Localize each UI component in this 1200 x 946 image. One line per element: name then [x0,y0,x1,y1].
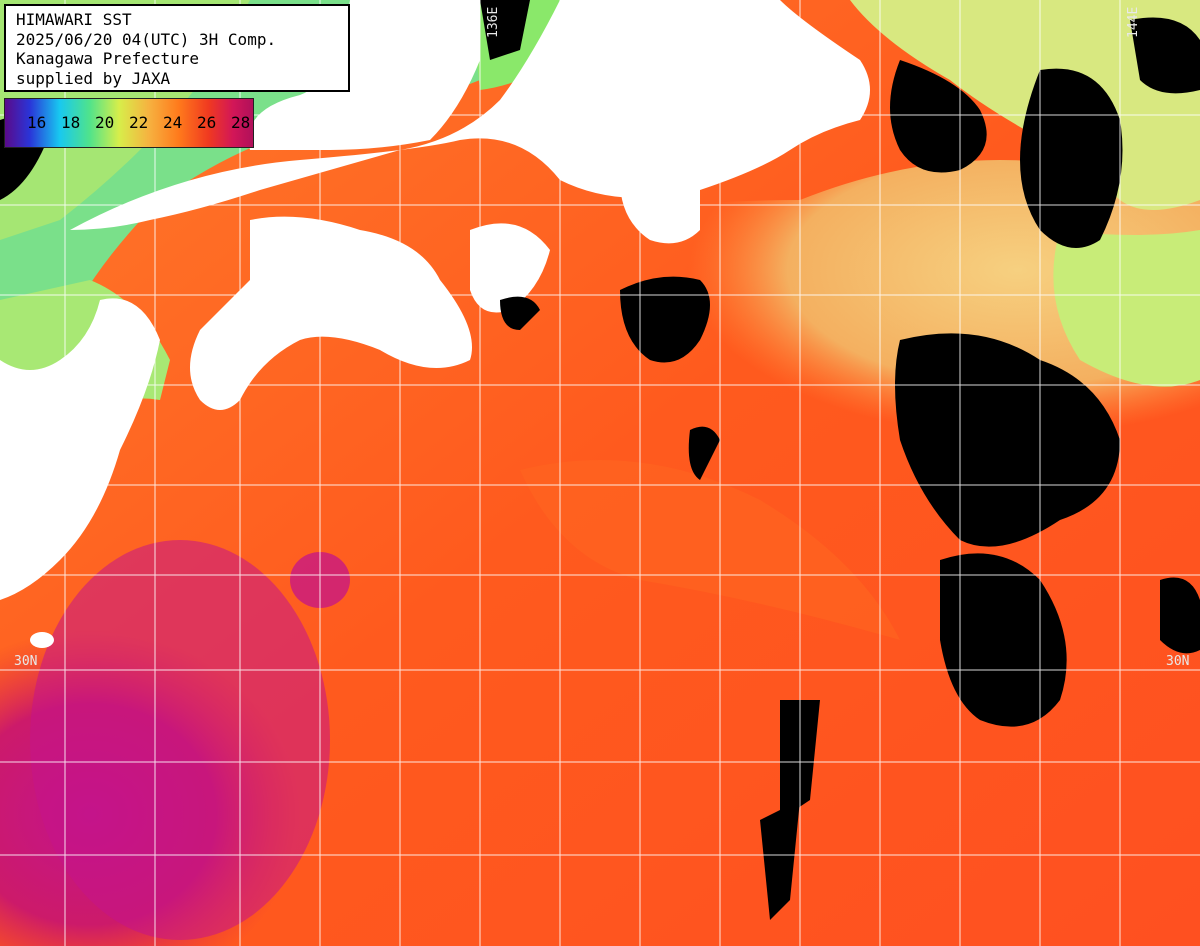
legend-label-22: 22 [129,113,149,132]
cloud-small [500,296,540,330]
cloud-streak [688,426,720,480]
lat-label-left: 30N [14,654,38,669]
cloud-northeast-2 [1020,68,1123,248]
land-honshu [70,0,870,230]
lat-label-right: 30N [1166,654,1190,669]
cloud-east [895,333,1120,547]
legend-label-18: 18 [61,113,81,132]
land-kyushu [0,298,160,600]
lon-label-left: 136E [486,6,501,38]
hot-sea-core [30,540,330,940]
legend-label-16: 16 [27,113,47,132]
land-kii [470,223,550,313]
land-shikoku [190,216,472,410]
lon-label-right: 144E [1126,6,1141,38]
title-datetime: 2025/06/20 04(UTC) 3H Comp. [16,29,277,49]
title-product: HIMAWARI SST [16,10,132,29]
land-chugoku [248,0,480,150]
legend-label-24: 24 [163,113,183,132]
legend-labels: 16 18 20 22 24 26 28 [27,113,253,132]
color-scale-legend: 16 18 20 22 24 26 28 [4,98,254,148]
cloud-east-2 [940,553,1067,727]
cloud-edge [1160,577,1200,654]
title-credit: supplied by JAXA [16,68,171,88]
land-island [30,632,54,648]
legend-label-20: 20 [95,113,115,132]
cloud-northeast [890,60,987,173]
warm-eddy [520,460,900,640]
legend-label-28: 28 [231,113,251,132]
cloud-corner [1130,17,1200,94]
title-panel: HIMAWARI SST 2025/06/20 04(UTC) 3H Comp.… [4,4,350,92]
cloud-south-2 [760,800,800,920]
cold-sea-east [1053,230,1200,387]
legend-label-26: 26 [197,113,217,132]
cloud-mid [620,276,710,363]
title-organization: Kanagawa Prefecture [16,49,200,68]
cloud-north [480,0,530,60]
